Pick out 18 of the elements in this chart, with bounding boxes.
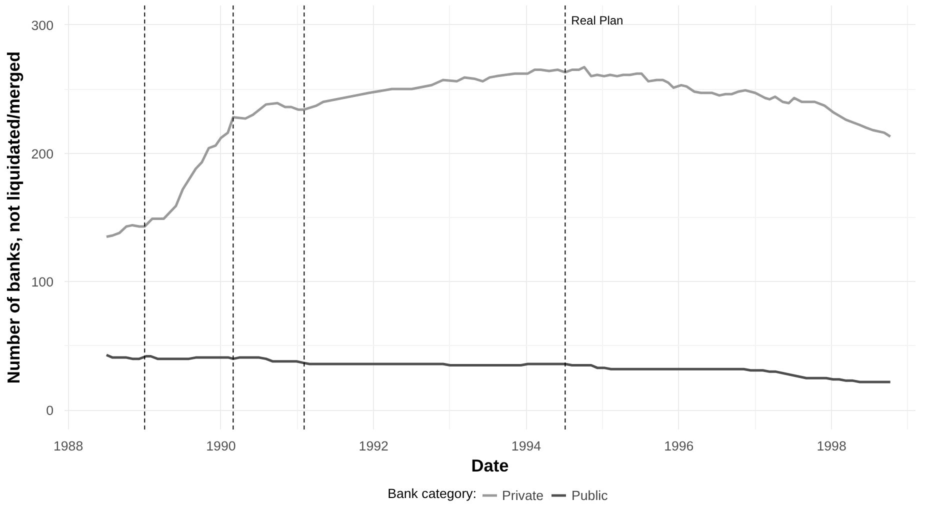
x-tick-label: 1996 bbox=[664, 438, 694, 454]
y-tick-label: 200 bbox=[31, 146, 54, 162]
line-series bbox=[105, 354, 892, 384]
x-tick-label: 1990 bbox=[206, 438, 236, 454]
x-tick-label: 1992 bbox=[358, 438, 388, 454]
legend-title: Bank category: bbox=[388, 486, 476, 501]
y-tick-label: 0 bbox=[46, 403, 54, 418]
y-tick-label: 100 bbox=[31, 274, 54, 290]
ref-line-label: Real Plan bbox=[571, 14, 624, 28]
x-axis-title: Date bbox=[471, 456, 510, 476]
x-tick-label: 1998 bbox=[816, 438, 846, 454]
line-series bbox=[105, 66, 892, 238]
legend-label: Private bbox=[502, 488, 544, 502]
legend-label: Public bbox=[571, 488, 608, 502]
y-axis-title: Number of banks, not liquidated/merged bbox=[3, 51, 24, 384]
y-tick-label: 300 bbox=[31, 18, 54, 33]
x-tick-label: 1994 bbox=[511, 438, 542, 454]
x-tick-label: 1988 bbox=[53, 438, 84, 454]
